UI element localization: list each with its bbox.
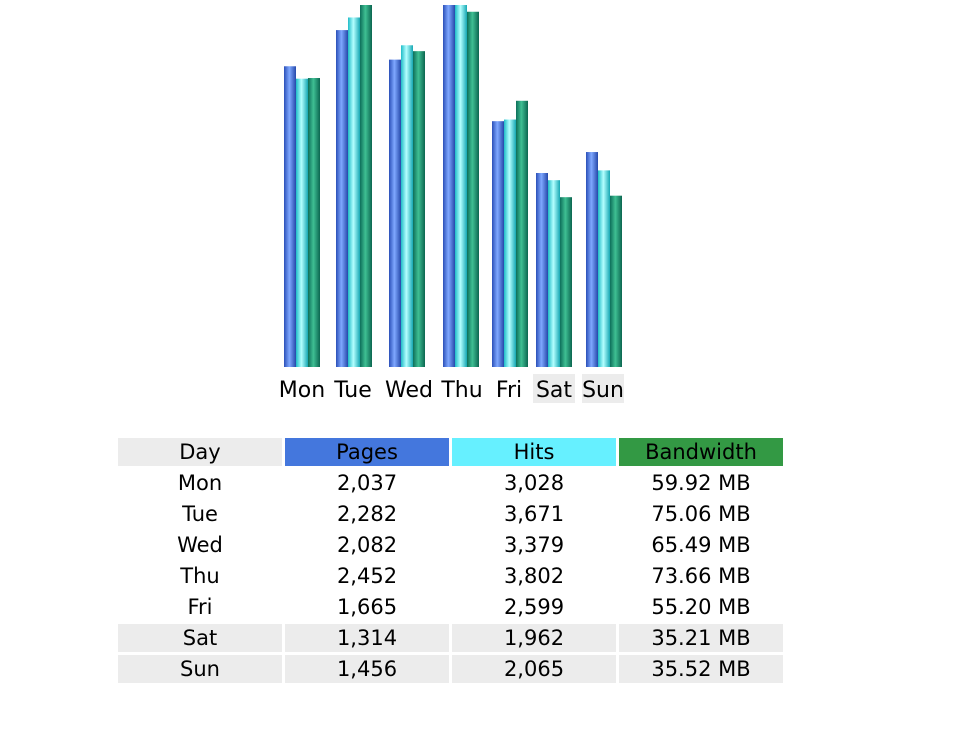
day-label-fri: Fri: [496, 378, 522, 403]
cell-pages: 2,082: [336, 533, 398, 557]
bar-bandwidth-fri: [516, 100, 528, 367]
cell-pages: 1,665: [336, 595, 398, 619]
day-label-sun: Sun: [582, 378, 624, 403]
column-header-pages: Pages: [285, 438, 449, 466]
day-labels: Mon Tue Wed Thu Fri Sat Sun: [279, 374, 624, 403]
cell-hits: 3,671: [503, 502, 565, 526]
cell-day: Sun: [118, 655, 282, 683]
table-row: Fri 1,665 2,599 55.20 MB: [118, 593, 783, 621]
day-label-wed: Wed: [385, 378, 433, 403]
bar-bandwidth-sun: [610, 195, 622, 367]
daily-stats-table: Day Pages Hits Bandwidth Mon 2,037 3,028…: [115, 435, 786, 686]
bar-bandwidth-mon: [308, 78, 320, 367]
table-row-weekend: Sun 1,456 2,065 35.52 MB: [118, 655, 783, 683]
bar-bandwidth-thu: [467, 11, 479, 368]
cell-day: Thu: [180, 564, 220, 588]
table-row-weekend: Sat 1,314 1,962 35.21 MB: [118, 624, 783, 652]
bar-hits-mon: [296, 78, 308, 368]
cell-pages: 1,456: [285, 655, 449, 683]
cell-day: Tue: [182, 502, 218, 526]
daily-stats-chart: Mon Tue Wed Thu Fri Sat Sun: [279, 5, 624, 403]
bar-hits-sun: [598, 170, 610, 367]
bar-hits-sat: [548, 180, 560, 367]
bar-hits-tue: [348, 17, 360, 368]
bar-pages-tue: [336, 30, 348, 368]
column-header-hits: Hits: [452, 438, 616, 466]
cell-hits: 2,599: [503, 595, 565, 619]
cell-bandwidth: 35.52 MB: [619, 655, 783, 683]
cell-bandwidth: 75.06 MB: [651, 502, 751, 526]
column-header-day: Day: [118, 438, 282, 466]
bar-bandwidth-wed: [413, 51, 425, 368]
cell-pages: 1,314: [285, 624, 449, 652]
column-header-bandwidth: Bandwidth: [619, 438, 783, 466]
cell-day: Mon: [177, 471, 223, 495]
bar-bandwidth-tue: [360, 5, 372, 367]
bar-bandwidth-sat: [560, 197, 572, 367]
cell-bandwidth: 35.21 MB: [619, 624, 783, 652]
cell-hits: 3,028: [503, 471, 565, 495]
table-row: Wed 2,082 3,379 65.49 MB: [118, 531, 783, 559]
table-header-row: Day Pages Hits Bandwidth: [118, 438, 783, 466]
bar-pages-mon: [284, 66, 296, 368]
cell-pages: 2,452: [336, 564, 398, 588]
weekend-label-bg: [533, 374, 575, 403]
cell-hits: 2,065: [452, 655, 616, 683]
cell-pages: 2,282: [336, 502, 398, 526]
bar-hits-fri: [504, 119, 516, 367]
cell-day: Sat: [118, 624, 282, 652]
bar-pages-fri: [492, 121, 504, 367]
bar-pages-wed: [389, 59, 401, 368]
cell-bandwidth: 55.20 MB: [651, 595, 751, 619]
bar-pages-thu: [443, 5, 455, 367]
cell-bandwidth: 73.66 MB: [651, 564, 751, 588]
bar-hits-wed: [401, 45, 413, 368]
cell-bandwidth: 59.92 MB: [651, 471, 751, 495]
cell-bandwidth: 65.49 MB: [651, 533, 751, 557]
cell-hits: 1,962: [452, 624, 616, 652]
cell-hits: 3,379: [503, 533, 565, 557]
day-label-sat: Sat: [536, 378, 572, 403]
table-row: Tue 2,282 3,671 75.06 MB: [118, 500, 783, 528]
cell-day: Fri: [187, 595, 213, 619]
weekend-label-bg: [582, 374, 624, 403]
cell-pages: 2,037: [336, 471, 398, 495]
day-label-thu: Thu: [440, 378, 482, 403]
bar-pages-sat: [536, 173, 548, 367]
day-label-tue: Tue: [333, 378, 372, 403]
bar-hits-thu: [455, 5, 467, 367]
bars-layer: [284, 5, 622, 368]
cell-day: Wed: [177, 533, 223, 557]
cell-hits: 3,802: [503, 564, 565, 588]
bar-pages-sun: [586, 152, 598, 367]
table-row: Mon 2,037 3,028 59.92 MB: [118, 469, 783, 497]
table-row: Thu 2,452 3,802 73.66 MB: [118, 562, 783, 590]
day-label-mon: Mon: [279, 378, 325, 403]
